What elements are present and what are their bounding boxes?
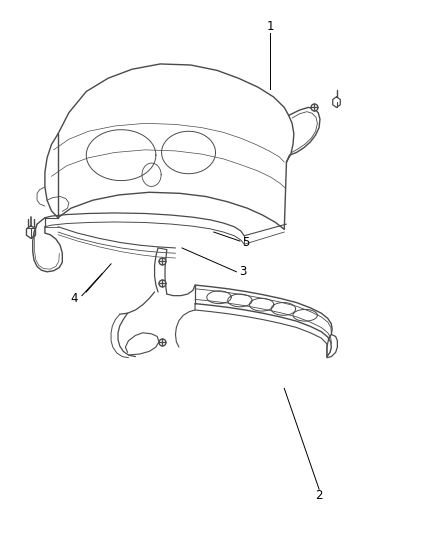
Text: 3: 3 (239, 265, 247, 278)
Text: 1: 1 (267, 20, 274, 34)
Text: 4: 4 (71, 292, 78, 305)
Text: 2: 2 (315, 489, 323, 502)
Text: 5: 5 (242, 236, 250, 249)
